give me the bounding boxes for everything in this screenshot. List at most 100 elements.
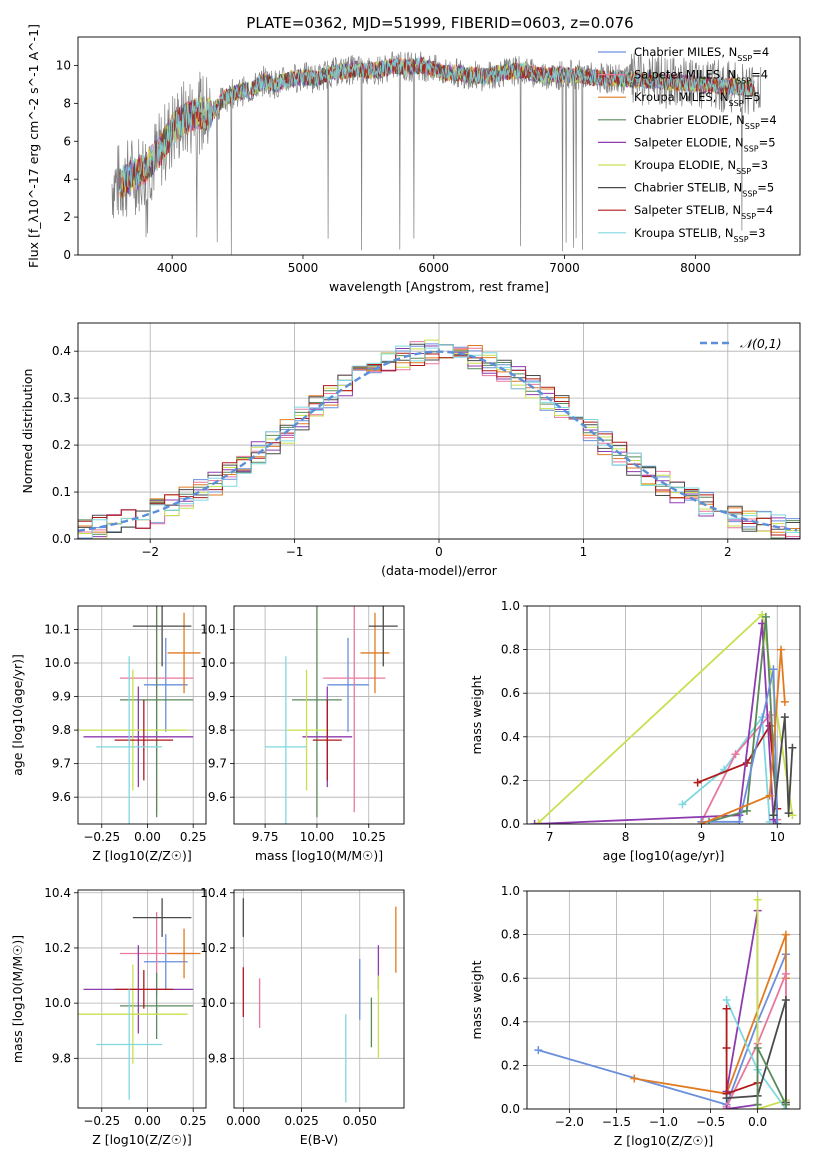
weight-marker [765, 791, 774, 800]
error-bar-point [167, 612, 201, 694]
legend-subscript: SSP [741, 212, 756, 221]
y-axis-label: Flux [f_λ10^-17 erg cm^-2 s^-1 A^-1] [26, 24, 41, 268]
model-spectrum-line [119, 57, 755, 193]
y-tick-label: 9.9 [52, 690, 71, 704]
y-tick-label: 0 [63, 248, 71, 262]
error-bar-point [96, 989, 163, 1100]
x-tick-label: 0 [435, 545, 443, 559]
x-tick-label: 0.025 [284, 1114, 318, 1128]
x-tick-label: −1 [286, 545, 304, 559]
error-bar-point [78, 669, 188, 791]
panel-spectrum: 4000 5000 6000 7000 8000 0 2 4 6 8 10 wavelength [A… [26, 24, 801, 294]
x-tick-label: −0.5 [696, 1115, 725, 1129]
y-axis-label: Normed distribution [20, 369, 35, 494]
y-tick-label: 9.8 [208, 1051, 227, 1065]
x-tick-label: 8 [622, 830, 630, 844]
x-tick-label: 1 [580, 545, 588, 559]
error-bar-point [132, 898, 192, 937]
y-tick-label: 9.8 [208, 723, 227, 737]
y-tick-label: 1.0 [501, 599, 520, 613]
y-tick-label: 0.3 [52, 391, 71, 405]
weight-marker [781, 969, 790, 978]
legend-label: Salpeter MILES, NSSP=4 [634, 68, 768, 86]
weight-marker [780, 713, 789, 722]
weight-marker [678, 800, 687, 809]
weight-marker [530, 820, 539, 824]
legend-subscript: SSP [734, 234, 749, 243]
y-axis-label: age [log10(age/yr)] [10, 654, 25, 776]
legend-label: 𝒩(0,1) [740, 336, 782, 351]
legend-nssp: =3 [749, 226, 766, 240]
x-tick-label: −1.0 [649, 1115, 678, 1129]
weight-series-line [726, 999, 787, 1103]
y-tick-label: 0.6 [501, 686, 520, 700]
error-bar-point [78, 964, 188, 1064]
y-tick-label: 10.0 [200, 996, 227, 1010]
legend-label: Chabrier ELODIE, NSSP=4 [634, 113, 777, 131]
y-tick-label: 0.2 [52, 438, 71, 452]
plot-area [242, 898, 397, 1103]
legend-subscript: SSP [729, 99, 744, 108]
x-axis-label: E(B-V) [300, 1132, 339, 1147]
y-tick-label: 10.1 [44, 622, 71, 636]
legend-nssp: =4 [751, 68, 768, 82]
x-tick-label: 0.0 [748, 1115, 767, 1129]
legend-subscript: SSP [745, 121, 760, 130]
weight-marker [753, 1043, 762, 1052]
legend-label: Kroupa STELIB, NSSP=3 [634, 226, 765, 244]
y-axis-label: mass weight [469, 675, 484, 754]
x-axis-label: mass [log10(M/M☉)] [255, 848, 383, 863]
y-tick-label: 9.9 [208, 690, 227, 704]
weight-marker [722, 1105, 731, 1109]
x-tick-label: 0.050 [343, 1114, 377, 1128]
legend-label: Chabrier MILES, NSSP=4 [634, 45, 769, 63]
weight-marker [788, 743, 797, 752]
panel-mass-vs-Z: −0.25 0.00 0.25 9.8 10.0 10.2 10.4 Z [log10(Z/Z… [10, 886, 207, 1147]
y-axis-label: mass [log10(M/M☉)] [10, 935, 25, 1063]
x-tick-label: 9 [698, 830, 706, 844]
axes-frame [77, 36, 801, 256]
weight-marker [753, 1100, 762, 1109]
error-bar-point [292, 606, 342, 818]
error-bar-point [368, 606, 398, 667]
error-bar-point [120, 972, 194, 1040]
y-tick-label: 0.0 [52, 532, 71, 546]
weight-marker [777, 645, 786, 654]
error-bar-point [265, 656, 307, 824]
figure-title: PLATE=0362, MJD=51999, FIBERID=0603, z=0… [246, 14, 633, 32]
weight-series-line [681, 714, 771, 822]
x-tick-label: 0.000 [226, 1114, 260, 1128]
error-bar-point [132, 606, 192, 667]
plot-area [78, 898, 201, 1100]
x-axis-label: Z [log10(Z/Z☉)] [614, 1133, 714, 1148]
weight-marker [781, 930, 790, 939]
panel-age-vs-mass: 9.75 10.00 10.25 9.6 9.7 9.8 9.9 10.0 10.1 mass [… [200, 605, 405, 863]
axes-frame [77, 322, 801, 540]
legend-subscript: SSP [737, 54, 752, 63]
legend-subscript: SSP [742, 189, 757, 198]
x-axis-label: Z [log10(Z/Z☉)] [92, 848, 192, 863]
x-tick-label: 7000 [549, 261, 580, 275]
error-bar-point [312, 699, 342, 781]
x-tick-label: 6000 [418, 261, 449, 275]
x-tick-label: 0.25 [180, 830, 207, 844]
y-tick-label: 10.2 [200, 941, 227, 955]
y-tick-label: 10.4 [44, 886, 71, 900]
error-bar-point [96, 656, 163, 824]
weight-series-line [725, 1008, 758, 1095]
y-tick-label: 9.8 [52, 1051, 71, 1065]
error-bar-point [327, 637, 369, 732]
plot-area [265, 606, 398, 824]
legend-nssp: =3 [751, 158, 768, 172]
weight-marker [769, 665, 778, 674]
weight-marker [781, 996, 790, 1004]
plot-area [530, 610, 797, 824]
residual-histogram-step [78, 344, 800, 539]
x-tick-label: 10 [770, 830, 785, 844]
legend-subscript: SSP [736, 76, 751, 85]
weight-marker [697, 820, 706, 824]
y-tick-label: 9.6 [52, 790, 71, 804]
y-tick-label: 1.0 [501, 884, 520, 898]
weight-series-line [701, 669, 779, 824]
error-bar-point [83, 686, 194, 788]
